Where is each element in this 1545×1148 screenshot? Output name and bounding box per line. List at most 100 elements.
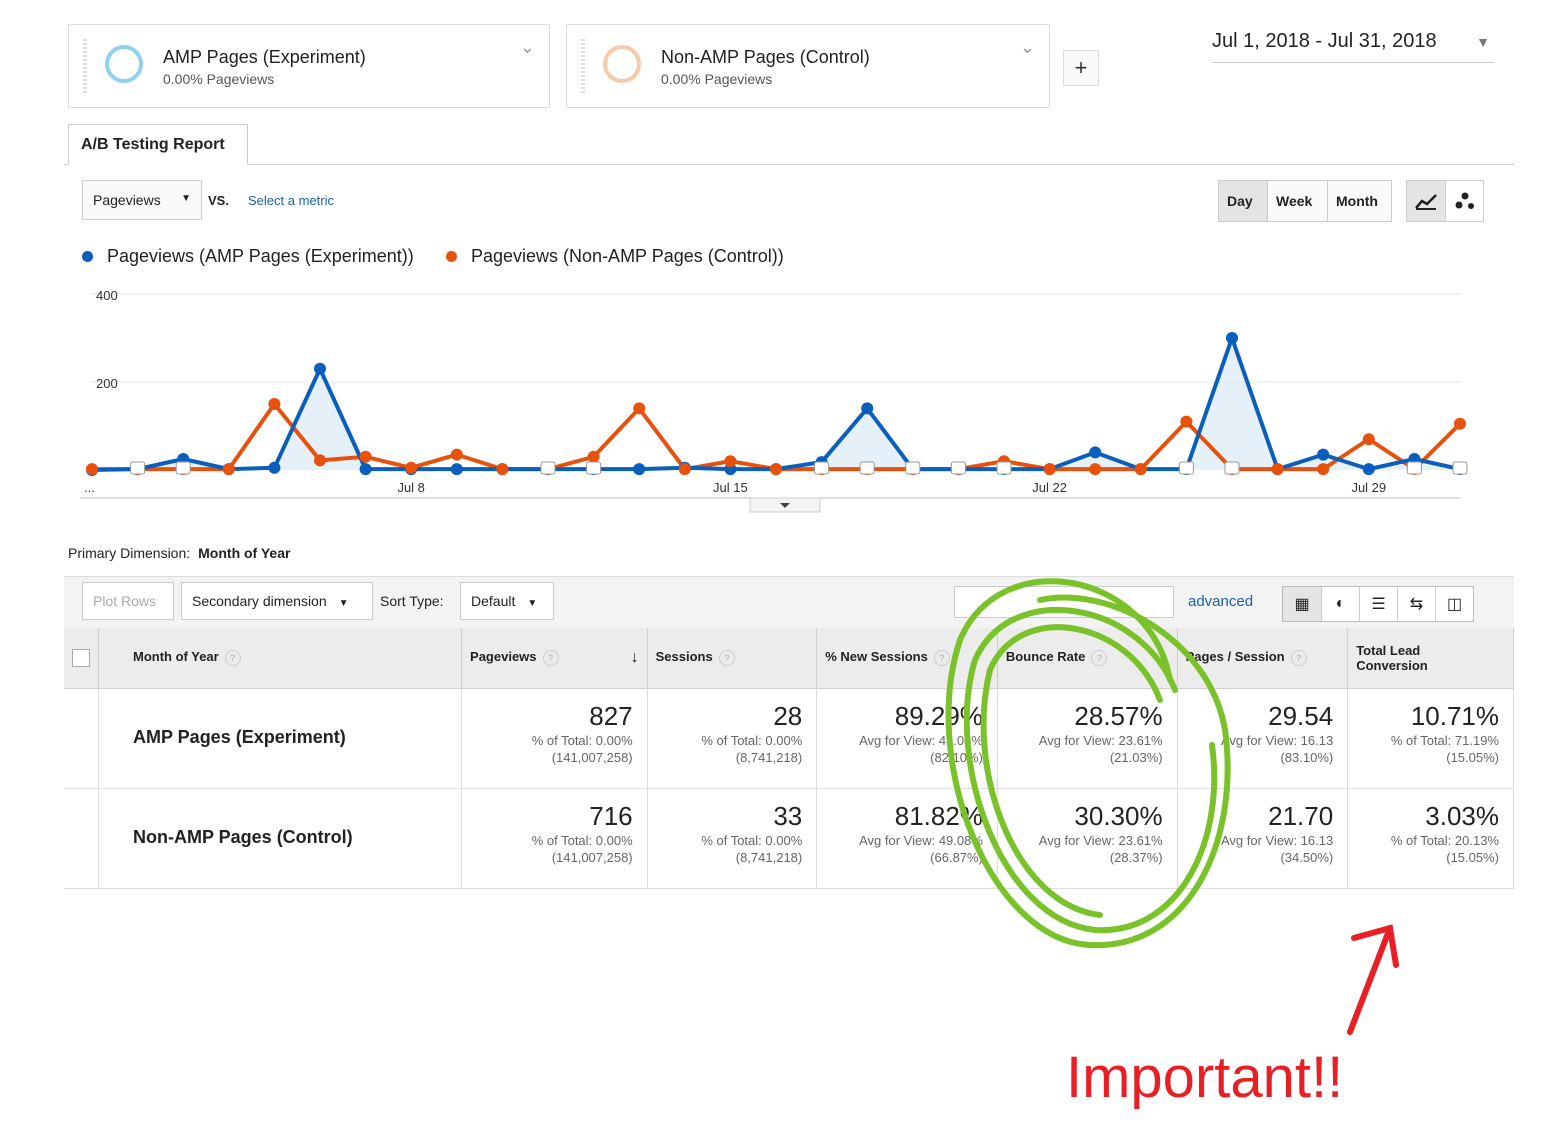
drag-handle-icon[interactable] — [83, 39, 87, 95]
day-button[interactable]: Day — [1219, 181, 1267, 221]
cell-total-lead-conversion: 10.71%% of Total: 71.19% (15.05%) — [1347, 688, 1514, 789]
cell-pageviews: 827% of Total: 0.00% (141,007,258) — [461, 688, 648, 789]
cell-pageviews: 716% of Total: 0.00% (141,007,258) — [461, 788, 648, 889]
help-icon[interactable]: ? — [1290, 650, 1307, 667]
table-search-input[interactable] — [954, 586, 1174, 618]
secondary-dimension-select[interactable]: Secondary dimension ▼ — [181, 582, 373, 620]
data-point — [633, 463, 646, 476]
table-view-icon[interactable]: ▦ — [1283, 587, 1321, 621]
line-chart-icon[interactable] — [1407, 181, 1445, 221]
segment-ring-icon — [603, 45, 641, 83]
data-point — [450, 448, 463, 461]
sort-arrow-icon: ↓ — [630, 648, 639, 666]
data-point — [268, 398, 281, 410]
data-point — [861, 402, 874, 415]
chevron-down-icon[interactable]: ⌄ — [519, 37, 535, 57]
drag-handle-icon[interactable] — [581, 39, 585, 95]
cell-bounce-rate: 28.57% Avg for View: 23.61% (21.03%) — [997, 688, 1178, 789]
cell-pages-per-session: 29.54 Avg for View: 16.13 (83.10%) — [1177, 688, 1349, 789]
data-point — [450, 463, 463, 476]
data-point — [405, 461, 418, 474]
legend-dot-icon — [82, 251, 93, 262]
date-range-picker[interactable]: Jul 1, 2018 - Jul 31, 2018 ▼ — [1212, 30, 1494, 63]
comparison-view-icon[interactable]: ⇆ — [1397, 587, 1435, 621]
performance-view-icon[interactable]: ☰ — [1359, 587, 1397, 621]
motion-chart-icon[interactable] — [1445, 181, 1483, 221]
data-point — [314, 454, 326, 467]
table-row: AMP Pages (Experiment) 827% of Total: 0.… — [64, 688, 1514, 789]
annotation-marker-icon — [586, 461, 602, 475]
cell-bounce-rate: 30.30% Avg for View: 23.61% (28.37%) — [997, 788, 1178, 889]
header-sessions[interactable]: Sessions? — [647, 628, 818, 689]
x-tick-label: Jul 29 — [1351, 480, 1386, 495]
month-button[interactable]: Month — [1327, 181, 1391, 221]
data-point — [1043, 463, 1056, 476]
x-tick-label: ... — [84, 480, 95, 495]
table-header-row: Month of Year? Pageviews? ↓ Sessions? % N… — [64, 628, 1514, 689]
legend-label: Pageviews (AMP Pages (Experiment)) — [107, 246, 414, 266]
help-icon[interactable]: ? — [933, 650, 950, 667]
tab-ab-testing-report[interactable]: A/B Testing Report — [68, 124, 248, 165]
cell-sessions: 28% of Total: 0.00% (8,741,218) — [647, 688, 818, 789]
sort-type-select[interactable]: Default ▼ — [460, 582, 554, 620]
row-label[interactable]: AMP Pages (Experiment) — [98, 688, 463, 789]
select-all-checkbox[interactable] — [64, 628, 99, 689]
help-icon[interactable]: ? — [718, 650, 735, 667]
data-point — [587, 450, 600, 463]
pie-view-icon[interactable]: ◐ — [1321, 587, 1359, 621]
sort-type-label: Sort Type: — [380, 593, 444, 609]
help-icon[interactable]: ? — [542, 649, 559, 666]
header-bounce-rate[interactable]: Bounce Rate? — [997, 628, 1178, 689]
advanced-filter-link[interactable]: advanced — [1188, 593, 1254, 610]
plot-rows-button[interactable]: Plot Rows — [82, 582, 174, 620]
primary-dimension-value[interactable]: Month of Year — [198, 545, 291, 561]
data-point — [1362, 433, 1375, 446]
help-icon[interactable]: ? — [224, 650, 241, 667]
header-pageviews[interactable]: Pageviews? ↓ — [461, 628, 648, 689]
cell-pages-per-session: 21.70 Avg for View: 16.13 (34.50%) — [1177, 788, 1349, 889]
help-icon[interactable]: ? — [1091, 650, 1108, 667]
table-row: Non-AMP Pages (Control) 716% of Total: 0… — [64, 788, 1514, 889]
table-view-toggle: ▦ ◐ ☰ ⇆ ◫ — [1282, 586, 1474, 622]
segment-title: AMP Pages (Experiment) — [163, 47, 366, 67]
data-point — [1362, 463, 1375, 476]
caret-down-icon: ▼ — [1476, 34, 1490, 50]
x-tick-label: Jul 8 — [397, 480, 424, 495]
metric-select[interactable]: Pageviews ▼ — [82, 180, 202, 220]
header-pages-per-session[interactable]: Pages / Session? — [1177, 628, 1349, 689]
legend-label: Pageviews (Non-AMP Pages (Control)) — [471, 246, 784, 266]
y-tick-label: 400 — [96, 288, 118, 303]
header-month-of-year[interactable]: Month of Year? — [98, 628, 463, 689]
data-point — [1180, 415, 1193, 428]
annotation-marker-icon — [1178, 461, 1194, 475]
week-button[interactable]: Week — [1267, 181, 1327, 221]
pageviews-line-chart: 400 200... Jul 8 Jul 15 Jul 22 Jul 29 — [80, 288, 1468, 513]
add-segment-button[interactable]: + — [1063, 50, 1099, 86]
data-point — [1089, 463, 1102, 476]
segment-card-control[interactable]: Non-AMP Pages (Control) 0.00% Pageviews … — [566, 24, 1050, 108]
data-point — [222, 463, 235, 476]
caret-down-icon — [780, 503, 790, 508]
segment-subtitle: 0.00% Pageviews — [661, 71, 773, 87]
legend-dot-icon — [446, 251, 457, 262]
annotation-marker-icon — [905, 461, 921, 475]
chevron-down-icon[interactable]: ⌄ — [1019, 37, 1035, 57]
vs-label: VS. — [208, 193, 229, 208]
row-label[interactable]: Non-AMP Pages (Control) — [98, 788, 463, 889]
data-point — [770, 463, 782, 476]
header-total-lead-conversion[interactable]: Total Lead Conversion — [1347, 628, 1514, 689]
annotation-marker-icon — [814, 461, 830, 475]
sort-type-value: Default — [471, 593, 516, 609]
segment-card-experiment[interactable]: AMP Pages (Experiment) 0.00% Pageviews ⌄ — [68, 24, 550, 108]
cell-total-lead-conversion: 3.03%% of Total: 20.13% (15.05%) — [1347, 788, 1514, 889]
data-point — [633, 402, 646, 415]
data-point — [1089, 446, 1102, 459]
row-checkbox-cell — [64, 788, 99, 889]
date-range-text: Jul 1, 2018 - Jul 31, 2018 — [1212, 30, 1437, 52]
header-new-sessions[interactable]: % New Sessions? — [816, 628, 998, 689]
annotation-marker-icon — [950, 461, 966, 475]
select-metric-link[interactable]: Select a metric — [248, 193, 334, 208]
data-point — [1454, 417, 1466, 430]
pivot-view-icon[interactable]: ◫ — [1435, 587, 1473, 621]
data-point — [268, 461, 281, 474]
